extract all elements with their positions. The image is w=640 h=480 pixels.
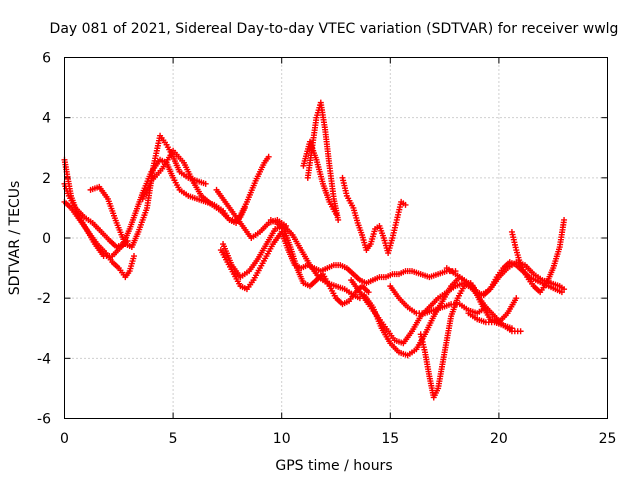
series-arc9: [267, 216, 372, 308]
series-arc16: [417, 259, 565, 401]
y-tick-label: 2: [42, 171, 51, 187]
series-arc11: [304, 99, 342, 223]
data-point: [561, 216, 568, 223]
x-tick-label: 0: [60, 431, 69, 447]
series-arc17: [387, 283, 489, 317]
series-arc8: [220, 222, 363, 302]
x-tick-label: 5: [169, 431, 178, 447]
axis-ticks: [64, 57, 608, 419]
data-point: [365, 289, 372, 296]
plot-frame: [64, 57, 608, 419]
series-arc20: [465, 310, 524, 335]
y-tick-label: -2: [37, 291, 51, 307]
series-arc13: [339, 174, 409, 257]
chart-title: Day 081 of 2021, Sidereal Day-to-day VTE…: [50, 21, 619, 37]
series-arc4: [87, 132, 209, 251]
y-axis-label: SDTVAR / TECUs: [7, 181, 23, 296]
axis-tick-labels: 0 5 10 15 20 25 -6 -4 -2 0 2 4 6: [37, 51, 616, 448]
y-tick-label: 0: [42, 231, 51, 247]
x-tick-label: 25: [599, 431, 617, 447]
data-point: [513, 295, 520, 302]
data-point: [335, 216, 342, 223]
data-point: [402, 201, 409, 208]
y-tick-label: -6: [37, 412, 51, 428]
data-point: [131, 253, 138, 260]
data-point: [202, 180, 209, 187]
x-tick-label: 20: [490, 431, 508, 447]
series-arc5: [139, 147, 272, 223]
y-tick-label: -4: [37, 351, 51, 367]
y-tick-label: 6: [42, 51, 51, 67]
series-arc12: [300, 138, 339, 217]
data-point: [561, 286, 568, 293]
y-tick-label: 4: [42, 111, 51, 127]
series-arc19: [508, 216, 568, 296]
data-point: [558, 289, 565, 296]
data-point: [333, 210, 339, 217]
x-tick-label: 10: [273, 431, 291, 447]
x-tick-label: 15: [381, 431, 399, 447]
data-point: [265, 153, 272, 160]
x-axis-label: GPS time / hours: [275, 458, 392, 474]
data-point: [517, 328, 524, 335]
grid: [64, 57, 608, 419]
data-markers: [61, 99, 568, 401]
